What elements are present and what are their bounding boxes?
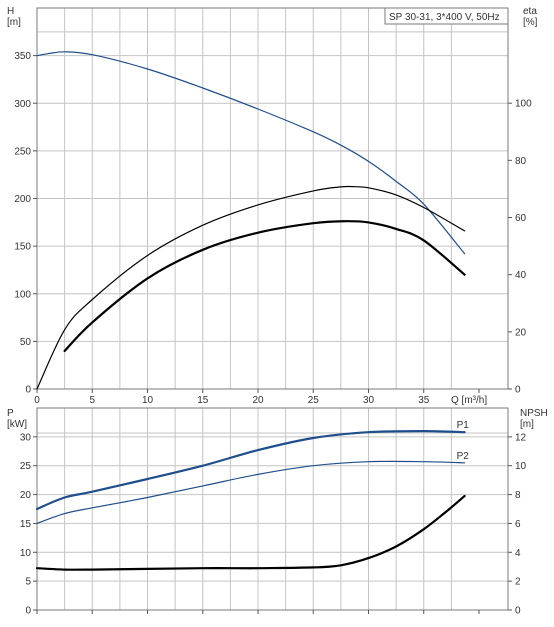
bottom-left-axis-label: P [7,408,14,419]
bottom-right-axis-label: NPSH [520,408,548,419]
bottom-left-tick-label: 20 [20,490,32,501]
top-right-axis-label: [%] [523,17,538,28]
top-x-tick-label: 0 [34,395,40,406]
top-right-tick-label: 60 [515,213,527,224]
top-x-tick-label: 15 [197,395,209,406]
bottom-left-tick-label: 25 [20,461,32,472]
bottom-right-tick-label: 2 [515,577,521,588]
bottom-right-tick-label: 10 [515,461,527,472]
bottom-right-tick-label: 0 [515,606,521,617]
series-label-p1: P1 [457,420,470,431]
bottom-series-3-line [35,494,466,571]
top-x-tick-label: 20 [252,395,264,406]
bottom-left-tick-label: 10 [20,548,32,559]
top-left-tick-label: 50 [20,337,32,348]
bottom-series-p2-line [36,460,466,524]
top-right-tick-label: 40 [515,270,527,281]
bottom-left-tick-label: 0 [25,606,31,617]
top-right-tick-label: 0 [515,385,521,396]
bottom-series-p1-line [35,430,466,511]
top-x-tick-label: 5 [89,395,95,406]
x-axis-label: Q [m³/h] [451,395,487,406]
bottom-right-axis-label: [m] [520,419,534,430]
chart-title: SP 30-31, 3*400 V, 50Hz [389,12,500,23]
top-x-tick-label: 10 [142,395,154,406]
top-left-tick-label: 100 [14,289,31,300]
bottom-left-axis-label: [kW] [7,419,27,430]
bottom-right-tick-label: 6 [515,519,521,530]
title-box [384,7,509,25]
top-left-tick-label: 300 [14,99,31,110]
top-series-2-line [36,185,466,390]
top-left-tick-label: 0 [25,385,31,396]
top-series-1-line [36,51,466,255]
head-efficiency-panel: 0 50 100 150 200 250 300 350 0 20 40 60 80 100 0 5 10 15 2… [7,6,538,406]
top-x-tick-label: 30 [363,395,375,406]
bottom-left-tick-label: 30 [20,432,32,443]
top-left-tick-label: 350 [14,51,31,62]
top-left-axis-label: H [7,6,14,17]
bottom-right-tick-label: 4 [515,548,521,559]
top-right-tick-label: 20 [515,327,527,338]
top-series-3-line [63,220,466,353]
top-left-tick-label: 200 [14,194,31,205]
top-left-tick-label: 150 [14,242,31,253]
top-x-tick-label: 25 [308,395,320,406]
bottom-left-tick-label: 15 [20,519,32,530]
top-x-tick-label: 35 [418,395,430,406]
top-right-axis-label: eta [523,6,537,17]
top-right-tick-label: 80 [515,156,527,167]
power-npsh-panel: 0 5 10 15 20 25 30 0 2 4 6 8 10 12 P[kW] NPSH[m] P1 P2 [7,407,548,617]
bottom-left-tick-label: 5 [25,577,31,588]
top-left-axis-label: [m] [7,17,21,28]
top-left-tick-label: 250 [14,146,31,157]
bottom-right-tick-label: 8 [515,490,521,501]
bottom-plot-frame [36,407,509,611]
top-right-tick-label: 100 [515,99,532,110]
bottom-right-tick-label: 12 [515,432,527,443]
series-label-p2: P2 [457,451,470,462]
